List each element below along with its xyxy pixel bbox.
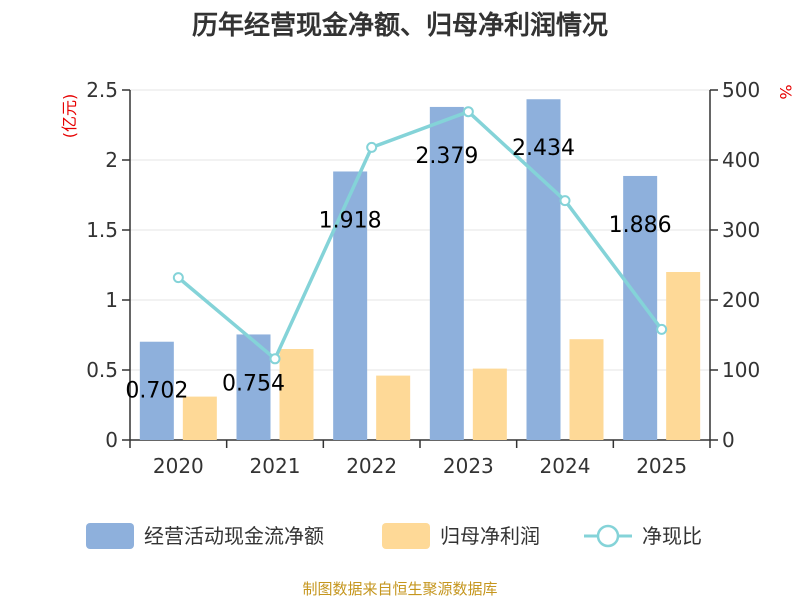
left-tick-label: 2.5 xyxy=(86,78,118,102)
gridlines xyxy=(130,89,710,371)
right-tick-label: 200 xyxy=(722,288,760,312)
bar-net-profit-2021 xyxy=(279,349,314,440)
right-tick-label: 100 xyxy=(722,358,760,382)
ratio-series-line xyxy=(177,109,664,361)
bar-net-profit-2024 xyxy=(569,339,604,440)
x-tick-label: 2023 xyxy=(443,454,494,478)
ratio-point-2023 xyxy=(462,106,474,118)
left-axis-unit: (亿元) xyxy=(60,94,79,139)
left-tick-label: 2 xyxy=(105,148,118,172)
data-label-cashflow-2020: 0.702 xyxy=(125,379,188,404)
left-tick-label: 0.5 xyxy=(86,358,118,382)
data-label-cashflow-2024: 2.434 xyxy=(512,136,575,161)
bar-cashflow-2025 xyxy=(623,175,658,440)
data-label-cashflow-2023: 2.379 xyxy=(415,144,478,169)
data-label-cashflow-2025: 1.886 xyxy=(609,213,672,238)
data-labels: 0.702 0.754 1.918 2.379 2.434 1.886 xyxy=(125,136,671,403)
x-tick-label: 2022 xyxy=(346,454,397,478)
legend-label-cashflow: 经营活动现金流净额 xyxy=(144,524,324,548)
left-tick-label: 1.5 xyxy=(86,218,118,242)
ratio-point-2022 xyxy=(366,141,378,153)
ratio-point-2024 xyxy=(559,195,571,207)
right-axis-unit: % xyxy=(776,84,795,99)
ratio-point-2021 xyxy=(269,353,281,365)
right-tick-label: 300 xyxy=(722,218,760,242)
right-tick-label: 500 xyxy=(722,78,760,102)
right-tick-label: 0 xyxy=(722,428,735,452)
legend-label-net-profit: 归母净利润 xyxy=(440,524,540,548)
left-tick-label: 0 xyxy=(105,428,118,452)
ratio-line xyxy=(172,106,668,365)
legend-label-ratio: 净现比 xyxy=(642,524,702,548)
x-tick-label: 2020 xyxy=(153,454,204,478)
bar-cashflow-2023 xyxy=(429,106,464,440)
x-tick-label: 2025 xyxy=(636,454,687,478)
legend-swatch-net-profit xyxy=(382,523,430,549)
data-label-cashflow-2022: 1.918 xyxy=(319,208,382,233)
legend-marker-ratio xyxy=(596,524,620,548)
legend-swatch-cashflow xyxy=(86,523,134,549)
bar-net-profit-2020 xyxy=(182,396,217,440)
legend: 经营活动现金流净额 归母净利润 净现比 xyxy=(86,523,702,549)
data-label-cashflow-2021: 0.754 xyxy=(222,371,285,396)
right-tick-label: 400 xyxy=(722,148,760,172)
bars xyxy=(139,99,701,441)
x-tick-label: 2024 xyxy=(540,454,591,478)
bar-net-profit-2025 xyxy=(666,272,701,440)
x-tick-label: 2021 xyxy=(250,454,301,478)
chart-title: 历年经营现金净额、归母净利润情况 xyxy=(192,10,608,41)
bar-cashflow-2020 xyxy=(139,341,174,440)
source-note: 制图数据来自恒生聚源数据库 xyxy=(302,580,497,598)
ratio-point-2025 xyxy=(656,323,668,335)
left-tick-label: 1 xyxy=(105,288,118,312)
bar-cashflow-2024 xyxy=(526,99,561,441)
bar-net-profit-2023 xyxy=(472,368,507,440)
bar-net-profit-2022 xyxy=(376,375,411,440)
ratio-point-2020 xyxy=(172,272,184,284)
axes: 0 0.5 1 1.5 2 2.5 0 100 200 300 400 500 2020 2021 2022… xyxy=(86,78,760,478)
